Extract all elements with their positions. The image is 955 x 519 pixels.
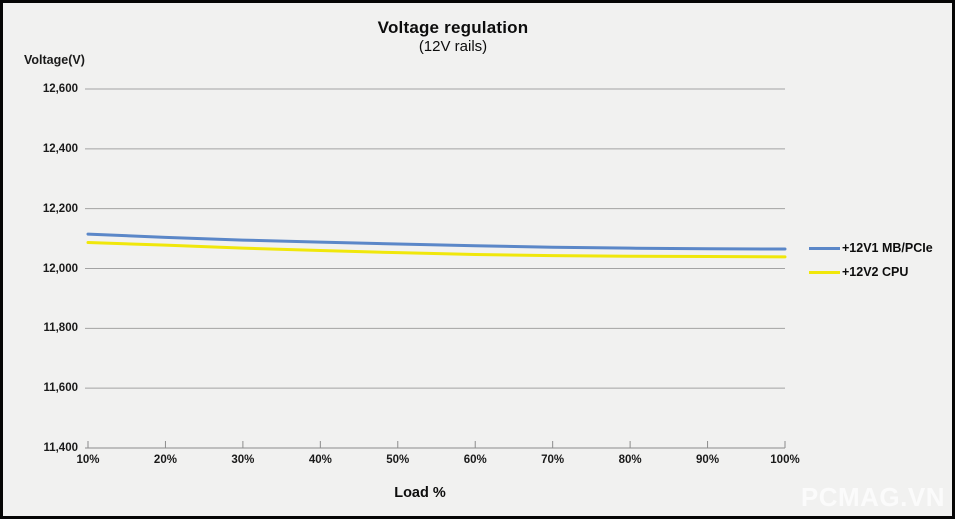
legend-item: +12V1 MB/PCIe [809,236,933,260]
y-tick-label: 11,600 [43,382,78,395]
series-line--12v1-mb-pcie [86,232,787,251]
x-tick-label: 40% [308,454,332,466]
y-axis-title: Voltage(V) [24,53,85,67]
x-tick-label: 90% [696,454,720,466]
x-tick-label: 70% [541,454,565,466]
legend-item-label: +12V2 CPU [842,265,909,279]
y-tick-label: 12,400 [42,142,78,155]
chart-subtitle: (12V rails) [418,38,488,55]
x-tick-label: 10% [76,454,100,466]
plot-area [85,88,787,449]
x-axis-title: Load % [394,485,446,501]
legend-swatch [809,246,840,250]
y-tick-label: 11,400 [43,442,78,454]
x-tick-label: 50% [386,454,410,466]
legend: +12V1 MB/PCIe +12V2 CPU [809,236,933,284]
series-line--12v2-cpu [86,240,787,259]
x-tick-label: 100% [770,454,800,466]
legend-item: +12V2 CPU [809,260,933,284]
x-tick-label: 80% [618,454,642,466]
y-tick-label: 12,200 [42,202,78,215]
legend-item-label: +12V1 MB/PCIe [842,241,933,255]
chart-title: Voltage regulation [377,18,529,37]
x-tick-label: 60% [463,454,487,466]
y-tick-label: 12,000 [42,262,78,275]
y-tick-label: 11,800 [43,322,78,335]
y-tick-label: 12,600 [42,83,78,95]
legend-swatch [809,270,840,274]
x-tick-label: 30% [231,454,255,466]
x-tick-label: 20% [153,454,177,466]
watermark: PCMAG.VN [800,482,945,512]
